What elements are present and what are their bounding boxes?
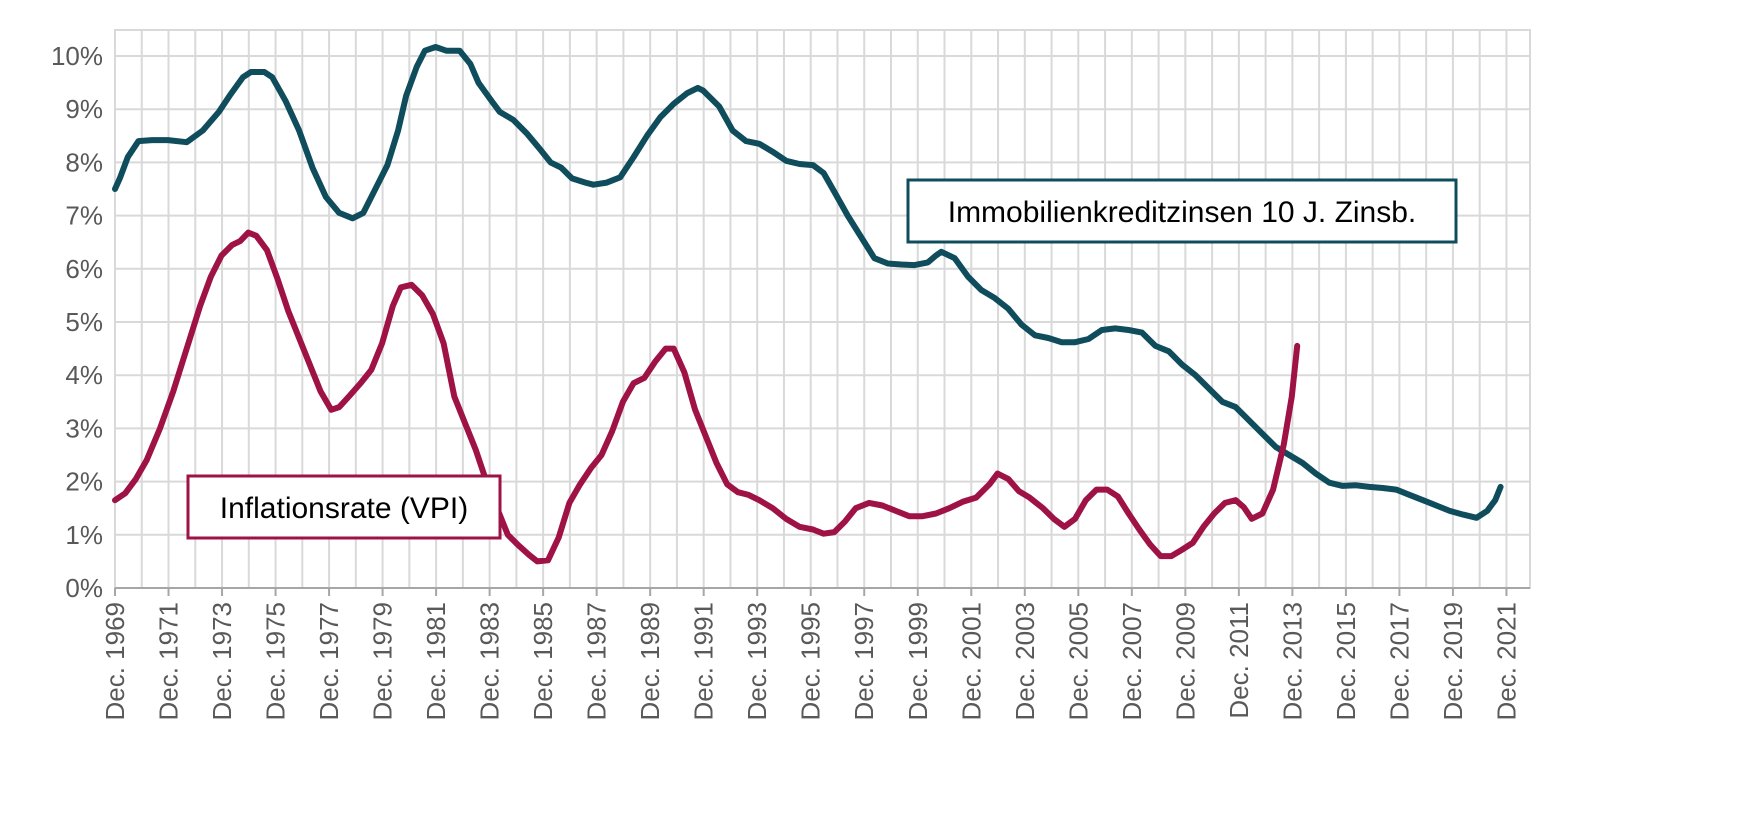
y-tick-label: 4% (65, 360, 103, 390)
annotation-kreditzinsen-box (906, 178, 1458, 244)
x-tick-label: Dec. 1969 (100, 602, 130, 721)
x-axis-tick-labels: Dec. 1969 Dec. 1971 Dec. 1973 Dec. 1975 Dec.… (100, 588, 1521, 721)
x-tick-label: Dec. 2015 (1331, 602, 1361, 721)
y-tick-label: 3% (65, 413, 103, 443)
y-tick-label: 7% (65, 201, 103, 231)
x-tick-label: Dec. 2021 (1491, 602, 1521, 721)
x-tick-label: Dec. 1989 (635, 602, 665, 721)
x-tick-label: Dec. 2011 (1224, 602, 1254, 719)
x-tick-label: Dec. 1973 (207, 602, 237, 721)
x-tick-label: Dec. 1983 (475, 602, 505, 721)
x-tick-label: Dec. 1981 (421, 602, 451, 721)
x-tick-label: Dec. 1971 (154, 602, 184, 721)
x-tick-label: Dec. 1985 (528, 602, 558, 721)
x-tick-label: Dec. 1995 (796, 602, 826, 721)
annotation-inflation-box (186, 474, 502, 540)
x-tick-label: Dec. 1999 (903, 602, 933, 721)
x-tick-label: Dec. 2007 (1117, 602, 1147, 721)
y-tick-label: 2% (65, 467, 103, 497)
annotation-kreditzinsen: Immobilienkreditzinsen 10 J. Zinsb. (906, 178, 1458, 244)
x-tick-label: Dec. 2003 (1010, 602, 1040, 721)
series-line-kreditzinsen (112, 44, 1504, 521)
x-tick-label: Dec. 1997 (849, 602, 879, 721)
y-tick-label: 8% (65, 147, 103, 177)
x-tick-label: Dec. 1991 (689, 602, 719, 721)
x-tick-label: Dec. 1987 (582, 602, 612, 721)
y-tick-label: 1% (65, 520, 103, 550)
x-tick-label: Dec. 2019 (1438, 602, 1468, 721)
y-tick-label: 10% (51, 41, 103, 71)
annotation-kreditzinsen-text: Immobilienkreditzinsen 10 J. Zinsb. (948, 196, 1417, 229)
x-tick-label: Dec. 2001 (956, 602, 986, 721)
x-tick-label: Dec. 1993 (742, 602, 772, 721)
annotation-inflation: Inflationsrate (VPI) (186, 474, 502, 540)
x-tick-label: Dec. 1979 (368, 602, 398, 721)
y-tick-label: 0% (65, 573, 103, 603)
series-line-inflation (112, 229, 1301, 565)
x-tick-label: Dec. 2005 (1063, 602, 1093, 721)
x-tick-label: Dec. 2009 (1170, 602, 1200, 721)
x-tick-label: Dec. 1977 (314, 602, 344, 721)
series-lines (112, 44, 1504, 565)
x-tick-label: Dec. 2013 (1277, 602, 1307, 721)
x-tick-label: Dec. 2017 (1384, 602, 1414, 721)
y-tick-label: 9% (65, 94, 103, 124)
y-axis-tick-labels: 0% 1% 2% 3% 4% 5% 6% 7% 8% 9% 10% (51, 41, 103, 603)
x-tick-label: Dec. 1975 (261, 602, 291, 721)
y-tick-label: 6% (65, 254, 103, 284)
annotation-inflation-text: Inflationsrate (VPI) (220, 492, 468, 525)
y-tick-label: 5% (65, 307, 103, 337)
